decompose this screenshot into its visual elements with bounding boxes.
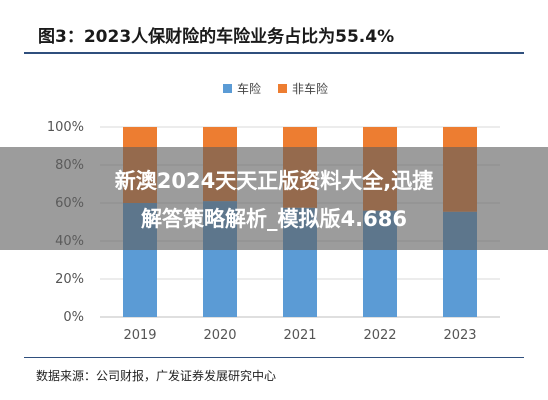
x-tick-label: 2019 [123,328,156,343]
watermark-overlay: 新澳2024天天正版资料大全,迅捷 解答策略解析_模拟版4.686 [0,147,548,250]
source-divider [24,357,524,358]
watermark-line-1: 新澳2024天天正版资料大全,迅捷 [0,165,548,195]
y-tick-label: 20% [55,272,84,287]
x-tick-label: 2023 [443,328,476,343]
y-tick-label: 100% [47,120,84,135]
x-tick-label: 2022 [363,328,396,343]
x-tick-label: 2021 [283,328,316,343]
data-source: 数据来源：公司财报，广发证券发展研究中心 [36,367,276,384]
watermark-line-2: 解答策略解析_模拟版4.686 [0,203,548,233]
x-tick-label: 2020 [203,328,236,343]
y-tick-label: 0% [63,310,84,325]
